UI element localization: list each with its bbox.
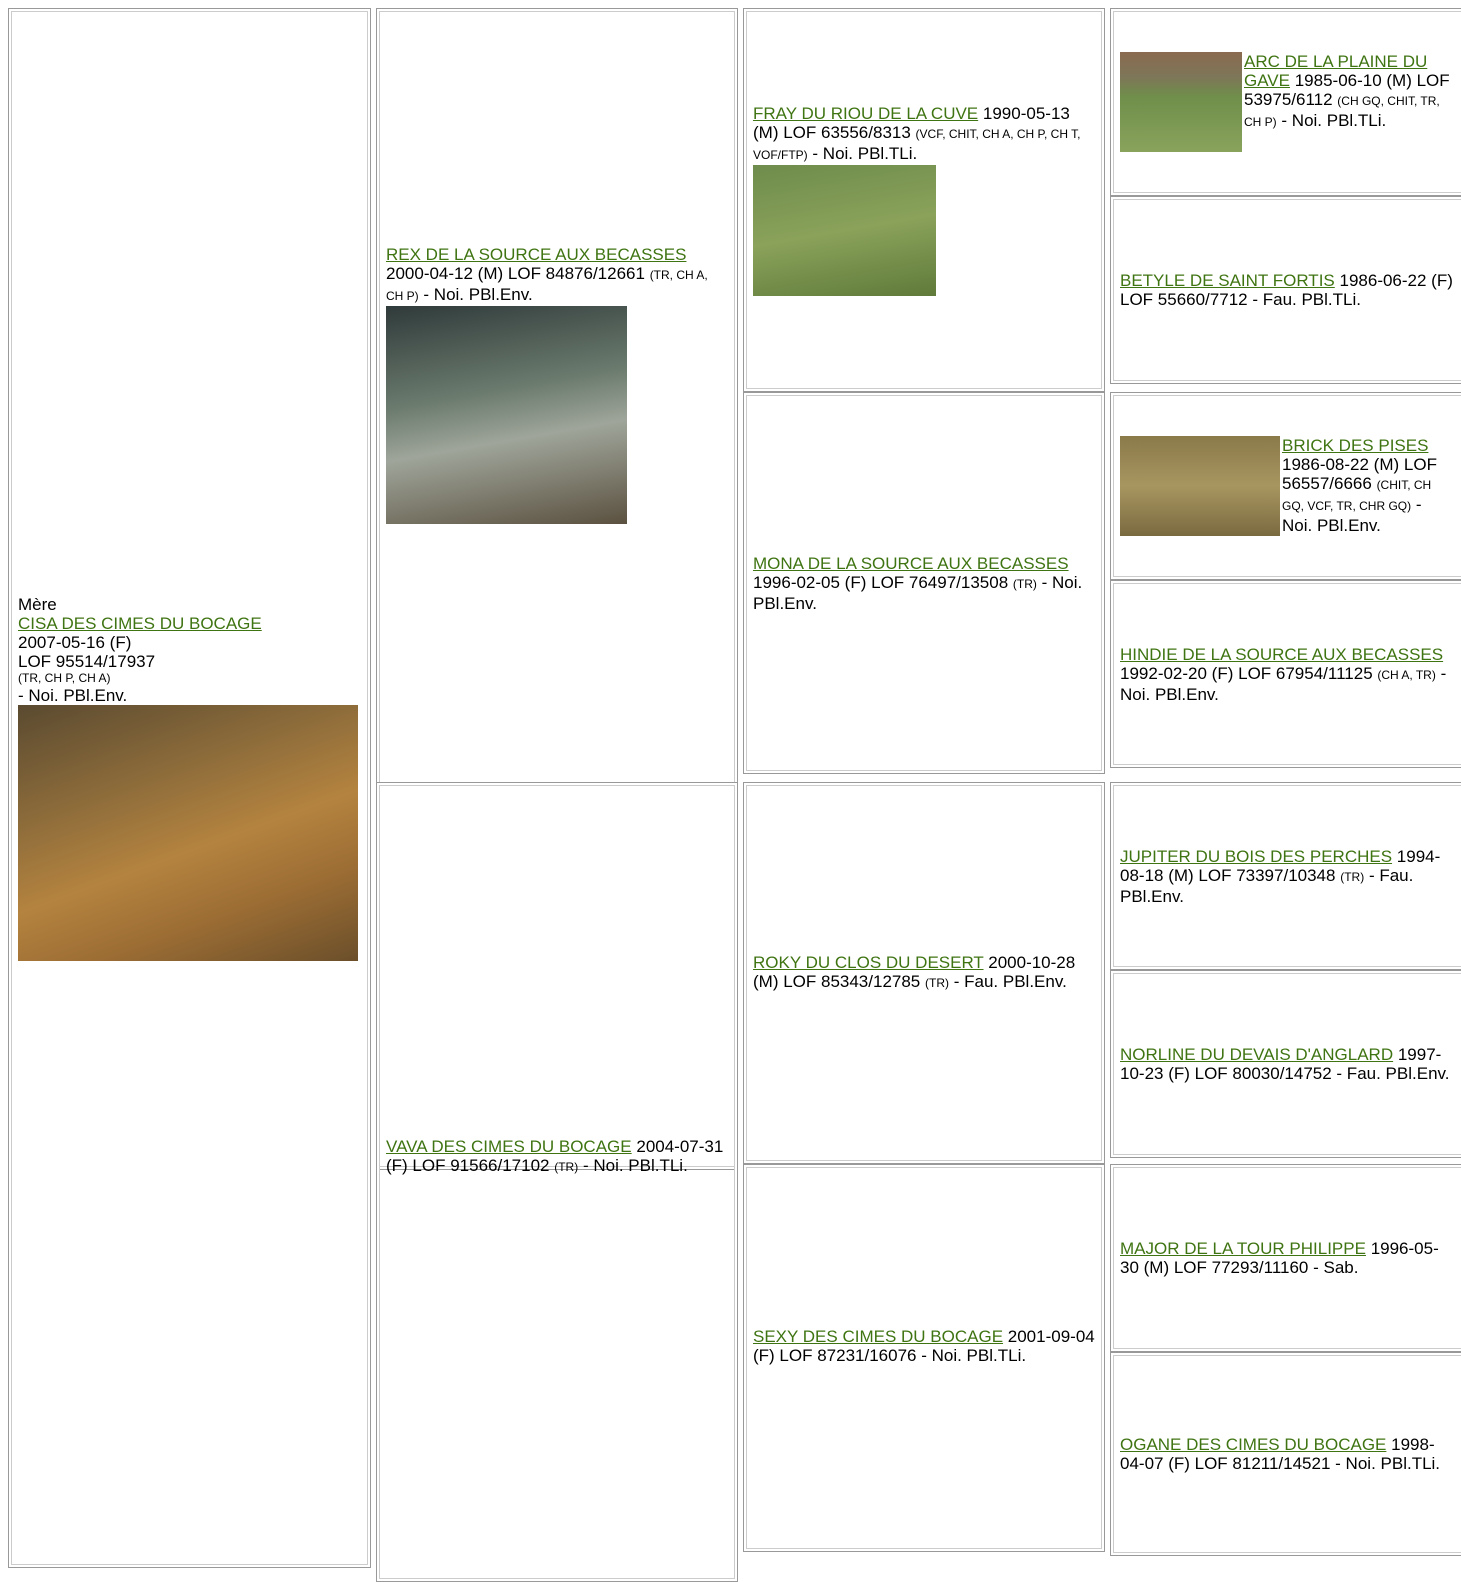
dog-link[interactable]: SEXY DES CIMES DU BOCAGE bbox=[753, 1327, 1004, 1346]
dog-date: 2007-05-16 (F) bbox=[18, 633, 132, 652]
dog-coat: - Noi. PBl.TLi. bbox=[812, 144, 918, 163]
subject-text: Mère CISA DES CIMES DU BOCAGE 2007-05-16 (… bbox=[18, 595, 361, 705]
dog-photo bbox=[18, 705, 358, 961]
pedigree-page: Mère CISA DES CIMES DU BOCAGE 2007-05-16 (… bbox=[8, 8, 1461, 1582]
pedigree-cell: FRAY DU RIOU DE LA CUVE 1990-05-13 (M) L… bbox=[743, 8, 1105, 392]
dog-link[interactable]: ROKY DU CLOS DU DESERT bbox=[753, 953, 984, 972]
dog-coat: - Noi. PBl.Env. bbox=[18, 686, 128, 705]
dog-text: NORLINE DU DEVAIS D'ANGLARD 1997-10-23 (… bbox=[1120, 1045, 1456, 1083]
dog-photo bbox=[1120, 52, 1242, 152]
dog-info: 2000-04-12 (M) LOF 84876/12661 bbox=[386, 264, 645, 283]
dog-info: 1996-05-30 (M) LOF 77293/11160 bbox=[1120, 1239, 1439, 1277]
dog-info: 1992-02-20 (F) LOF 67954/11125 bbox=[1120, 663, 1373, 683]
dog-titles: (CHIT, CH GQ, VCF, TR, CHR GQ) bbox=[1282, 478, 1432, 513]
dog-text: MONA DE LA SOURCE AUX BECASSES 1996-02-0… bbox=[753, 554, 1095, 613]
dog-coat: - Fau. PBl.Env. bbox=[1336, 1064, 1450, 1083]
pedigree-cell: BETYLE DE SAINT FORTIS 1986-06-22 (F) LO… bbox=[1110, 196, 1461, 384]
dog-link[interactable]: BETYLE DE SAINT FORTIS bbox=[1120, 271, 1335, 290]
dog-text: BRICK DES PISES 1986-08-22 (M) LOF 56557… bbox=[1120, 436, 1456, 535]
dog-link[interactable]: JUPITER DU BOIS DES PERCHES bbox=[1120, 846, 1393, 866]
dog-text: OGANE DES CIMES DU BOCAGE 1998-04-07 (F)… bbox=[1120, 1435, 1456, 1473]
dog-coat: - Noi. PBl.TLi. bbox=[1281, 111, 1387, 130]
dog-link[interactable]: BRICK DES PISES bbox=[1282, 436, 1429, 455]
dog-link[interactable]: REX DE LA SOURCE AUX BECASSES bbox=[386, 245, 687, 264]
dog-titles: (TR) bbox=[554, 1160, 579, 1174]
dog-text: SEXY DES CIMES DU BOCAGE 2001-09-04 (F) … bbox=[753, 1327, 1095, 1365]
dog-text: ROKY DU CLOS DU DESERT 2000-10-28 (M) LO… bbox=[753, 953, 1095, 993]
pedigree-cell: MAJOR DE LA TOUR PHILIPPE 1996-05-30 (M)… bbox=[1110, 1164, 1461, 1352]
dog-photo bbox=[1120, 436, 1280, 536]
dog-info: 1985-06-10 (M) LOF 53975/6112 bbox=[1244, 71, 1450, 109]
dog-link[interactable]: HINDIE DE LA SOURCE AUX BECASSES bbox=[1120, 644, 1444, 664]
pedigree-cell: OGANE DES CIMES DU BOCAGE 1998-04-07 (F)… bbox=[1110, 1352, 1461, 1556]
dog-link[interactable]: NORLINE DU DEVAIS D'ANGLARD bbox=[1120, 1045, 1394, 1064]
dog-photo bbox=[386, 306, 627, 524]
dog-coat: - Noi. PBl.Env. bbox=[1120, 663, 1447, 704]
float-wrap: BRICK DES PISES 1986-08-22 (M) LOF 56557… bbox=[1120, 436, 1456, 536]
dog-coat: - Fau. PBl.Env. bbox=[1120, 865, 1414, 906]
pedigree-cell: HINDIE DE LA SOURCE AUX BECASSES 1992-02… bbox=[1110, 580, 1461, 768]
dog-link[interactable]: FRAY DU RIOU DE LA CUVE bbox=[753, 104, 979, 123]
dog-link[interactable]: OGANE DES CIMES DU BOCAGE bbox=[1120, 1435, 1387, 1454]
dog-titles: (VCF, CHIT, CH A, CH P, CH T, VOF/FTP) bbox=[753, 127, 1081, 162]
dog-titles: (CH GQ, CHIT, TR, CH P) bbox=[1244, 94, 1440, 129]
dog-coat: - Noi. PBl.Env. bbox=[753, 572, 1083, 613]
dog-info: 1998-04-07 (F) LOF 81211/14521 bbox=[1120, 1435, 1435, 1473]
dog-text: HINDIE DE LA SOURCE AUX BECASSES 1992-02… bbox=[1120, 645, 1456, 704]
dog-info: 2004-07-31 (F) LOF 91566/17102 bbox=[386, 1137, 724, 1175]
dog-titles: (CH A, TR) bbox=[1377, 667, 1436, 682]
dog-info: 2001-09-04 (F) LOF 87231/16076 bbox=[753, 1327, 1095, 1365]
dog-coat: - Noi. PBl.Env. bbox=[1282, 495, 1422, 535]
dog-text: JUPITER DU BOIS DES PERCHES 1994-08-18 (… bbox=[1120, 847, 1456, 906]
dog-info: 1986-08-22 (M) LOF 56557/6666 bbox=[1282, 455, 1437, 493]
dog-titles: (TR) bbox=[1340, 869, 1365, 884]
dog-coat: - Noi. PBl.Env. bbox=[423, 285, 533, 304]
dog-info: 1996-02-05 (F) LOF 76497/13508 bbox=[753, 572, 1009, 592]
dog-link[interactable]: MONA DE LA SOURCE AUX BECASSES bbox=[753, 553, 1069, 573]
pedigree-cell: NORLINE DU DEVAIS D'ANGLARD 1997-10-23 (… bbox=[1110, 970, 1461, 1158]
dog-info: 1990-05-13 (M) LOF 63556/8313 bbox=[753, 104, 1070, 142]
dog-coat: - Noi. PBl.TLi. bbox=[1335, 1454, 1441, 1473]
dog-text: VAVA DES CIMES DU BOCAGE 2004-07-31 (F) … bbox=[386, 1137, 728, 1177]
dog-photo bbox=[753, 165, 936, 296]
page: Pedigree {"subject": {"label": "Mère", "… bbox=[8, 8, 1461, 1582]
dog-link[interactable]: ARC DE LA PLAINE DU GAVE bbox=[1244, 52, 1428, 90]
dog-info: 1986-06-22 (F) LOF 55660/7712 bbox=[1120, 271, 1453, 309]
pedigree-cell: ARC DE LA PLAINE DU GAVE 1985-06-10 (M) … bbox=[1110, 8, 1461, 196]
dog-lof: LOF 95514/17937 bbox=[18, 652, 156, 671]
dog-coat: - Fau. PBl.Env. bbox=[953, 972, 1067, 991]
dog-titles: (TR, CH A, CH P) bbox=[386, 268, 708, 303]
dog-titles: (TR) bbox=[1012, 576, 1037, 591]
dog-info: 1994-08-18 (M) LOF 73397/10348 bbox=[1120, 846, 1441, 885]
dog-info: 1997-10-23 (F) LOF 80030/14752 bbox=[1120, 1045, 1442, 1083]
dog-coat: - Noi. PBl.TLi. bbox=[582, 1156, 688, 1175]
pedigree-cell: Mère CISA DES CIMES DU BOCAGE 2007-05-16 (… bbox=[8, 8, 371, 1568]
dog-text: REX DE LA SOURCE AUX BECASSES 2000-04-12… bbox=[386, 245, 728, 306]
dog-text: BETYLE DE SAINT FORTIS 1986-06-22 (F) LO… bbox=[1120, 271, 1456, 309]
dog-text: ARC DE LA PLAINE DU GAVE 1985-06-10 (M) … bbox=[1120, 52, 1456, 132]
dog-info: 2000-10-28 (M) LOF 85343/12785 bbox=[753, 953, 1076, 991]
dog-titles: (TR, CH P, CH A) bbox=[18, 671, 111, 685]
pedigree-cell: BRICK DES PISES 1986-08-22 (M) LOF 56557… bbox=[1110, 392, 1461, 580]
pedigree-cell: MONA DE LA SOURCE AUX BECASSES 1996-02-0… bbox=[743, 392, 1105, 774]
pedigree-cell: ROKY DU CLOS DU DESERT 2000-10-28 (M) LO… bbox=[743, 782, 1105, 1164]
pedigree-cell: SEXY DES CIMES DU BOCAGE 2001-09-04 (F) … bbox=[743, 1164, 1105, 1552]
parent-label: Mère bbox=[18, 595, 57, 614]
dog-coat: - Sab. bbox=[1313, 1258, 1359, 1277]
dog-link[interactable]: MAJOR DE LA TOUR PHILIPPE bbox=[1120, 1239, 1366, 1258]
dog-link[interactable]: CISA DES CIMES DU BOCAGE bbox=[18, 614, 262, 633]
dog-text: FRAY DU RIOU DE LA CUVE 1990-05-13 (M) L… bbox=[753, 104, 1095, 165]
dog-coat: - Noi. PBl.TLi. bbox=[921, 1346, 1027, 1365]
dog-titles: (TR) bbox=[925, 976, 949, 990]
float-wrap: ARC DE LA PLAINE DU GAVE 1985-06-10 (M) … bbox=[1120, 52, 1456, 152]
dog-text: MAJOR DE LA TOUR PHILIPPE 1996-05-30 (M)… bbox=[1120, 1239, 1456, 1277]
dog-coat: - Fau. PBl.TLi. bbox=[1252, 290, 1361, 309]
dog-link[interactable]: VAVA DES CIMES DU BOCAGE bbox=[386, 1137, 632, 1156]
pedigree-cell: VAVA DES CIMES DU BOCAGE 2004-07-31 (F) … bbox=[376, 782, 738, 1582]
pedigree-cell: REX DE LA SOURCE AUX BECASSES 2000-04-12… bbox=[376, 8, 738, 1170]
pedigree-cell: JUPITER DU BOIS DES PERCHES 1994-08-18 (… bbox=[1110, 782, 1461, 970]
